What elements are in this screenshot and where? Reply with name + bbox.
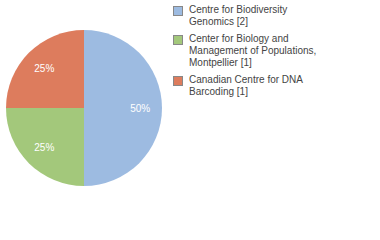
html-text:Centre for Biodiversity Genomi: Centre for Biodiversity Genomics [2] [189, 4, 288, 27]
html-text:Canadian Centre for DNA Barcod: Canadian Centre for DNA Barcoding [1] [189, 74, 303, 97]
svg-text:50%: 50% [130, 103, 150, 114]
html-text:Center for Biology and Managem: Center for Biology and Management of Pop… [189, 33, 317, 68]
svg-text:25%: 25% [34, 63, 54, 74]
svg-text:25%: 25% [34, 142, 54, 153]
